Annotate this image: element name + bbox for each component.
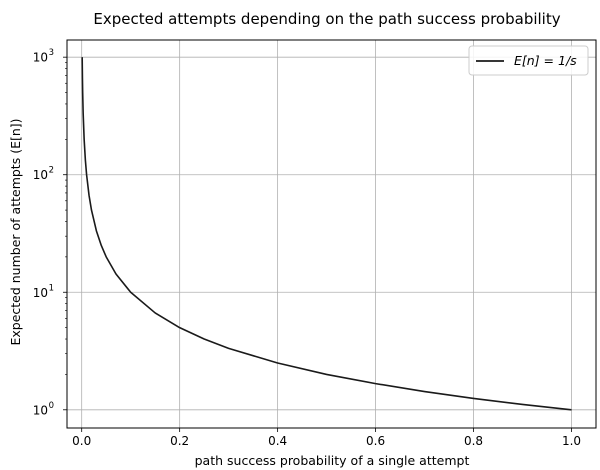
y-tick-label-exponent: 3 [49,48,54,58]
y-tick-label-exponent: 2 [49,166,54,176]
y-tick-label-base: 10 [33,286,48,300]
plot-area-frame [66,39,597,429]
y-axis-label: Expected number of attempts (E[n]) [8,118,23,345]
y-tick-label-exponent: 1 [49,283,54,293]
x-tick-label: 0.4 [268,434,287,448]
x-axis-label: path success probability of a single att… [195,453,470,468]
y-tick-label-exponent: 0 [49,401,54,411]
y-tick-label: 10 2 [33,166,54,183]
x-tick-label: 0.8 [464,434,483,448]
series-layer [81,57,572,411]
series-line [81,57,572,411]
x-tick-label: 0.6 [366,434,385,448]
legend-box [468,45,589,76]
legend: E[n] = 1/s [468,45,589,76]
y-tick-label-base: 10 [33,168,48,182]
y-tick-label-base: 10 [33,403,48,417]
y-tick-label: 10 1 [33,283,54,300]
x-tick-label: 0.2 [170,434,189,448]
y-tick-label: 10 0 [33,401,54,418]
x-tick-label: 0.0 [72,434,91,448]
legend-label: E[n] = 1/s [514,53,577,68]
x-tick-label: 1.0 [562,434,581,448]
y-tick-label: 10 3 [33,48,54,64]
y-tick-label-base: 10 [33,51,48,65]
chart-title: Expected attempts depending on the path … [93,10,560,28]
